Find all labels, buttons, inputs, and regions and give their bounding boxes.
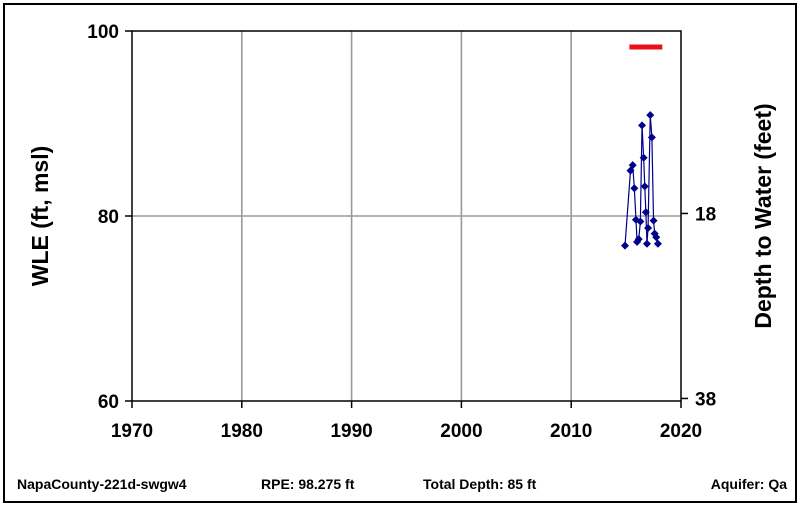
data-point: [636, 217, 645, 226]
data-point: [649, 216, 658, 225]
y-tick-label: 100: [87, 22, 119, 43]
y-tick-label: 80: [98, 207, 119, 228]
y2-tick-label: 18: [695, 204, 716, 225]
data-point: [640, 182, 649, 191]
x-tick-label: 2020: [660, 421, 702, 442]
x-tick-label: 2000: [440, 421, 482, 442]
data-point: [642, 239, 651, 248]
chart-frame: 1970 1980 1990 2000 2010 2020 60 80 100 18 38 WLE …: [3, 3, 797, 503]
well-id: NapaCounty-221d-swgw4: [17, 476, 187, 492]
total-depth-label: Total Depth: 85 ft: [423, 476, 537, 492]
x-tick-label: 1970: [111, 421, 153, 442]
aquifer-label: Aquifer: Qa: [710, 476, 787, 492]
x-tick-label: 1980: [221, 421, 263, 442]
data-point: [644, 224, 653, 233]
data-point: [653, 239, 662, 248]
data-point: [621, 241, 630, 250]
tick-labels: 1970 1980 1990 2000 2010 2020 60 80 100 18 38: [87, 22, 716, 442]
rpe-label: RPE: 98.275 ft: [261, 476, 355, 492]
data-point: [628, 161, 637, 170]
data-point: [639, 153, 648, 162]
y-tick-label: 60: [98, 392, 119, 413]
axis-ticks: [125, 30, 688, 408]
x-tick-label: 2010: [550, 421, 592, 442]
water-level-line: [624, 115, 659, 246]
data-point: [646, 111, 655, 120]
data-point: [630, 184, 639, 193]
footer: NapaCounty-221d-swgw4 RPE: 98.275 ft Tot…: [17, 476, 787, 496]
data-point: [641, 208, 650, 217]
series: [621, 44, 663, 250]
data-point: [638, 121, 647, 130]
x-tick-label: 1990: [330, 421, 372, 442]
hydrograph-chart: 1970 1980 1990 2000 2010 2020 60 80 100 18 38 WLE …: [27, 22, 776, 442]
y2-tick-label: 38: [695, 389, 716, 410]
data-point: [647, 133, 656, 142]
y-axis-title: WLE (ft, msl): [27, 146, 53, 287]
data-point: [652, 233, 661, 242]
data-point: [634, 235, 643, 244]
grid: [132, 31, 681, 401]
y2-axis-title: Depth to Water (feet): [750, 103, 776, 328]
